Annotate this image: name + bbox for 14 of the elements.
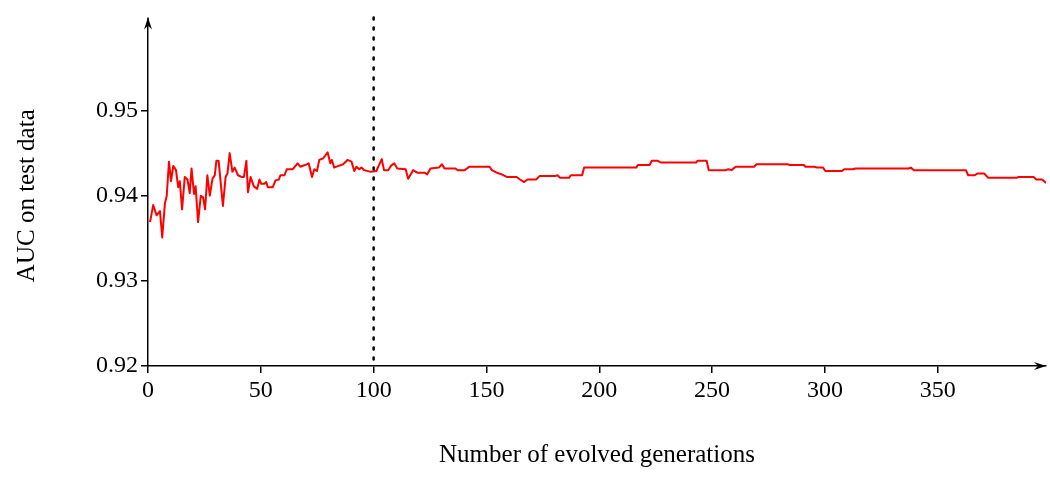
x-tick-label: 50: [248, 375, 273, 402]
y-tick-label: 0.93: [96, 266, 138, 293]
y-tick-label: 0.95: [96, 95, 138, 122]
x-tick-label: 350: [919, 375, 956, 402]
x-tick-label: 300: [806, 375, 843, 402]
x-tick-label: 200: [581, 375, 618, 402]
y-axis-title: AUC on test data: [11, 109, 39, 283]
y-tick-label: 0.94: [96, 181, 138, 207]
x-tick-label: 0: [142, 375, 154, 402]
x-tick-label: 100: [355, 375, 392, 402]
x-tick-label: 250: [694, 375, 731, 402]
x-tick-label: 150: [468, 375, 505, 402]
y-tick-label: 0.92: [96, 351, 138, 378]
x-axis-title: Number of evolved generations: [439, 439, 755, 467]
